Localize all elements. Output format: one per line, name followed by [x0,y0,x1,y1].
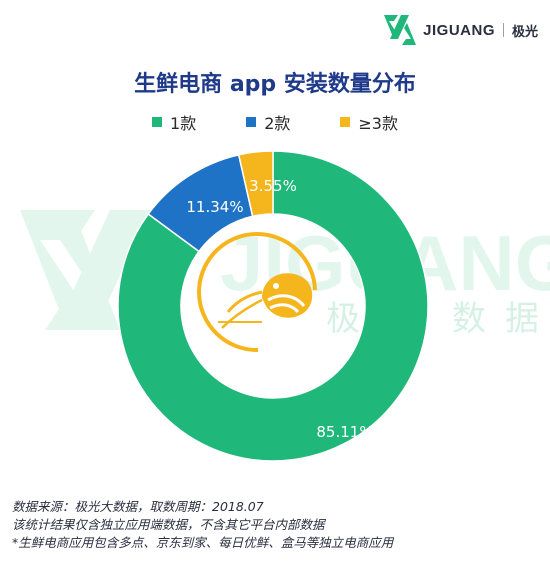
legend-item-2: 2款 [246,110,290,134]
chart-footer: 数据来源：极光大数据，取数周期：2018.07 该统计结果仅含独立应用端数据，不… [12,498,542,552]
shrimp-icon [197,232,317,353]
footer-source: 数据来源：极光大数据，取数周期：2018.07 [12,499,264,514]
footer-scope-note: *生鲜电商应用包含多点、京东到家、每日优鲜、盒马等独立电商应用 [12,535,394,550]
jiguang-logo-icon [384,15,417,45]
chart-title: 生鲜电商 app 安装数量分布 [134,72,416,97]
slice-label-3: 3.55% [249,177,297,195]
legend-item-3: ≥3款 [340,110,398,134]
legend-item-1: 1款 [152,110,196,134]
chart-legend: 1款 2款 ≥3款 [0,110,550,134]
legend-swatch-2 [246,117,257,127]
legend-swatch-3 [340,117,351,127]
brand-name-cn: 极光 [511,24,538,40]
brand-separator [502,23,504,37]
donut-slice-1 [117,150,429,462]
legend-label-1: 1款 [170,114,197,133]
brand-logo: JIGUANG 极光 [383,10,538,50]
slice-label-2: 11.34% [186,198,243,216]
slice-label-1: 85.11% [316,423,373,441]
brand-name: JIGUANG [423,21,495,39]
footer-note: 该统计结果仅含独立应用端数据，不含其它平台内部数据 [12,517,325,532]
legend-label-3: ≥3款 [358,114,398,133]
donut-slice-3 [237,150,274,218]
legend-label-2: 2款 [264,114,291,133]
legend-swatch-1 [152,117,163,127]
